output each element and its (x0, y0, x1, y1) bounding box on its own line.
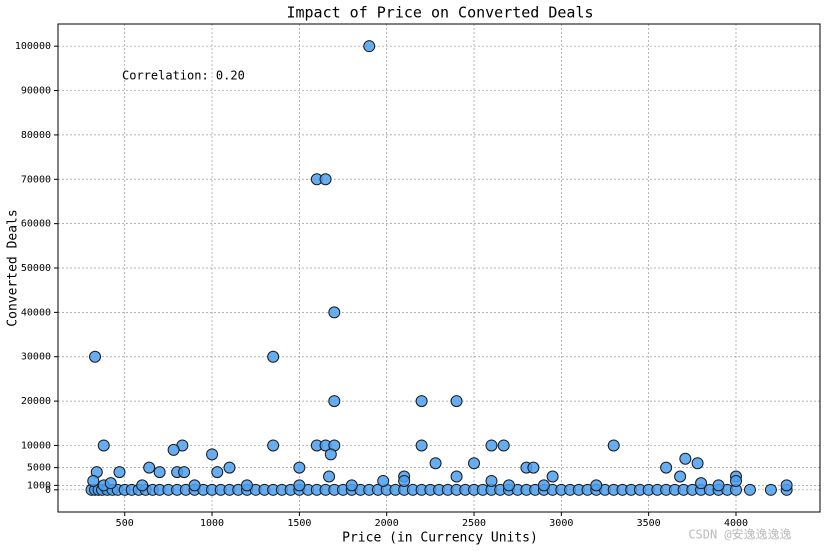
x-tick-label: 1000 (200, 518, 224, 529)
point (319, 173, 332, 186)
y-tick-label: 0 (45, 485, 51, 496)
point (87, 474, 100, 487)
point (497, 439, 510, 452)
point (167, 443, 180, 456)
x-tick-label: 2000 (375, 518, 399, 529)
x-tick-label: 3000 (549, 518, 573, 529)
point (743, 483, 756, 496)
point (324, 448, 337, 461)
point (136, 479, 149, 492)
y-tick-label: 50000 (21, 263, 51, 274)
y-tick-label: 70000 (21, 174, 51, 185)
y-axis-label: Converted Deals (6, 209, 21, 326)
point (377, 474, 390, 487)
point (429, 457, 442, 470)
x-tick-label: 1500 (287, 518, 311, 529)
point (293, 479, 306, 492)
point (188, 479, 201, 492)
x-tick-label: 2500 (462, 518, 486, 529)
point (485, 474, 498, 487)
point (450, 470, 463, 483)
point (607, 439, 620, 452)
point (293, 461, 306, 474)
point (674, 470, 687, 483)
point (415, 439, 428, 452)
chart-title: Impact of Price on Converted Deals (286, 4, 593, 22)
point (97, 439, 110, 452)
point (211, 466, 224, 479)
point (729, 474, 742, 487)
point (695, 477, 708, 490)
point (240, 479, 253, 492)
point (89, 350, 102, 363)
point (502, 479, 515, 492)
point (328, 395, 341, 408)
point (323, 470, 336, 483)
y-tick-label: 60000 (21, 219, 51, 230)
y-tick-label: 5000 (27, 463, 51, 474)
point (104, 477, 117, 490)
point (223, 461, 236, 474)
x-tick-label: 500 (116, 518, 134, 529)
x-tick-label: 3500 (637, 518, 661, 529)
watermark: CSDN @安逸逸逸逸 (688, 527, 791, 542)
point (590, 479, 603, 492)
y-tick-label: 30000 (21, 352, 51, 363)
point (679, 452, 692, 465)
point (153, 466, 166, 479)
point (398, 474, 411, 487)
point (780, 479, 793, 492)
y-tick-label: 1000 (27, 480, 51, 491)
point (527, 461, 540, 474)
point (468, 457, 481, 470)
point (178, 466, 191, 479)
point (143, 461, 156, 474)
y-tick-label: 100000 (15, 41, 51, 52)
point (206, 448, 219, 461)
y-tick-label: 90000 (21, 86, 51, 97)
x-axis-label: Price (in Currency Units) (342, 531, 538, 546)
point (328, 306, 341, 319)
point (450, 395, 463, 408)
annotation: Correlation: 0.20 (122, 69, 245, 83)
point (485, 439, 498, 452)
y-tick-label: 10000 (21, 440, 51, 451)
point (537, 479, 550, 492)
point (415, 395, 428, 408)
point (660, 461, 673, 474)
point (113, 466, 126, 479)
point (712, 479, 725, 492)
x-tick-label: 4000 (724, 518, 748, 529)
y-tick-label: 40000 (21, 307, 51, 318)
point (363, 40, 376, 53)
point (691, 457, 704, 470)
point (345, 479, 358, 492)
point (764, 483, 777, 496)
plot-frame (57, 23, 821, 513)
y-tick-label: 80000 (21, 130, 51, 141)
y-tick-label: 20000 (21, 396, 51, 407)
point (267, 439, 280, 452)
point (546, 470, 559, 483)
point (267, 350, 280, 363)
